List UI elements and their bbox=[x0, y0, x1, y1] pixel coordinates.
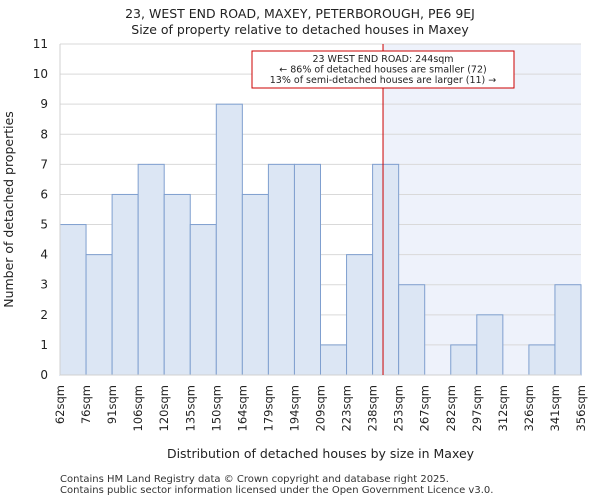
bar bbox=[528, 344, 556, 376]
chart-title: 23, WEST END ROAD, MAXEY, PETERBOROUGH, … bbox=[125, 6, 475, 21]
x-tick-label: 267sqm bbox=[418, 385, 432, 431]
y-tick-label: 10 bbox=[33, 67, 48, 81]
y-tick-label: 7 bbox=[40, 157, 48, 171]
bar bbox=[320, 344, 348, 376]
annotation-line: ← 86% of detached houses are smaller (72… bbox=[279, 65, 486, 76]
bar bbox=[137, 163, 165, 376]
y-tick-label: 8 bbox=[40, 127, 48, 141]
x-tick-label: 164sqm bbox=[235, 385, 249, 431]
bar bbox=[267, 163, 295, 376]
x-tick-label: 62sqm bbox=[53, 385, 67, 424]
bar bbox=[241, 193, 269, 376]
bar bbox=[111, 193, 139, 376]
bar bbox=[189, 224, 217, 376]
x-tick-label: 106sqm bbox=[131, 385, 145, 431]
x-tick-label: 179sqm bbox=[261, 385, 275, 431]
x-tick-label: 297sqm bbox=[470, 385, 484, 431]
x-tick-label: 326sqm bbox=[522, 385, 536, 431]
bar bbox=[293, 163, 322, 376]
x-tick-label: 356sqm bbox=[574, 385, 588, 431]
x-tick-label: 282sqm bbox=[444, 385, 458, 431]
x-tick-label: 150sqm bbox=[209, 385, 223, 431]
annotation-line: 23 WEST END ROAD: 244sqm bbox=[312, 54, 453, 65]
x-tick-label: 194sqm bbox=[287, 385, 301, 431]
y-tick-label: 1 bbox=[40, 338, 48, 352]
bar bbox=[450, 344, 478, 376]
x-tick-label: 209sqm bbox=[314, 385, 328, 431]
bar bbox=[163, 193, 191, 376]
bar bbox=[476, 314, 504, 376]
bar bbox=[215, 103, 243, 376]
chart-subtitle: Size of property relative to detached ho… bbox=[131, 22, 469, 37]
bar bbox=[372, 163, 400, 376]
bar bbox=[85, 254, 113, 376]
x-tick-label: 341sqm bbox=[548, 385, 562, 431]
x-tick-label: 76sqm bbox=[79, 385, 93, 424]
x-tick-label: 91sqm bbox=[105, 385, 119, 424]
footer-line-1: Contains HM Land Registry data © Crown c… bbox=[60, 474, 449, 485]
footer-line-2: Contains public sector information licen… bbox=[60, 485, 494, 496]
annotation-line: 13% of semi-detached houses are larger (… bbox=[270, 75, 497, 86]
y-tick-label: 9 bbox=[40, 97, 48, 111]
y-tick-label: 6 bbox=[40, 187, 48, 201]
x-axis-title: Distribution of detached houses by size … bbox=[167, 446, 475, 461]
x-tick-label: 253sqm bbox=[392, 385, 406, 431]
y-tick-label: 5 bbox=[40, 218, 48, 232]
annotation-box bbox=[251, 50, 515, 89]
bar bbox=[398, 284, 426, 376]
y-tick-label: 2 bbox=[40, 308, 48, 322]
x-tick-label: 238sqm bbox=[366, 385, 380, 431]
x-tick-label: 223sqm bbox=[340, 385, 354, 431]
x-tick-label: 120sqm bbox=[157, 385, 171, 431]
y-tick-label: 0 bbox=[40, 368, 48, 382]
x-tick-label: 135sqm bbox=[183, 385, 197, 431]
bar bbox=[346, 254, 374, 376]
bar bbox=[554, 284, 582, 376]
bar bbox=[59, 224, 87, 376]
x-tick-label: 312sqm bbox=[496, 385, 510, 431]
y-tick-label: 4 bbox=[40, 248, 48, 262]
y-tick-label: 11 bbox=[33, 37, 48, 51]
y-tick-label: 3 bbox=[40, 278, 48, 292]
y-axis-title: Number of detached properties bbox=[1, 111, 16, 308]
